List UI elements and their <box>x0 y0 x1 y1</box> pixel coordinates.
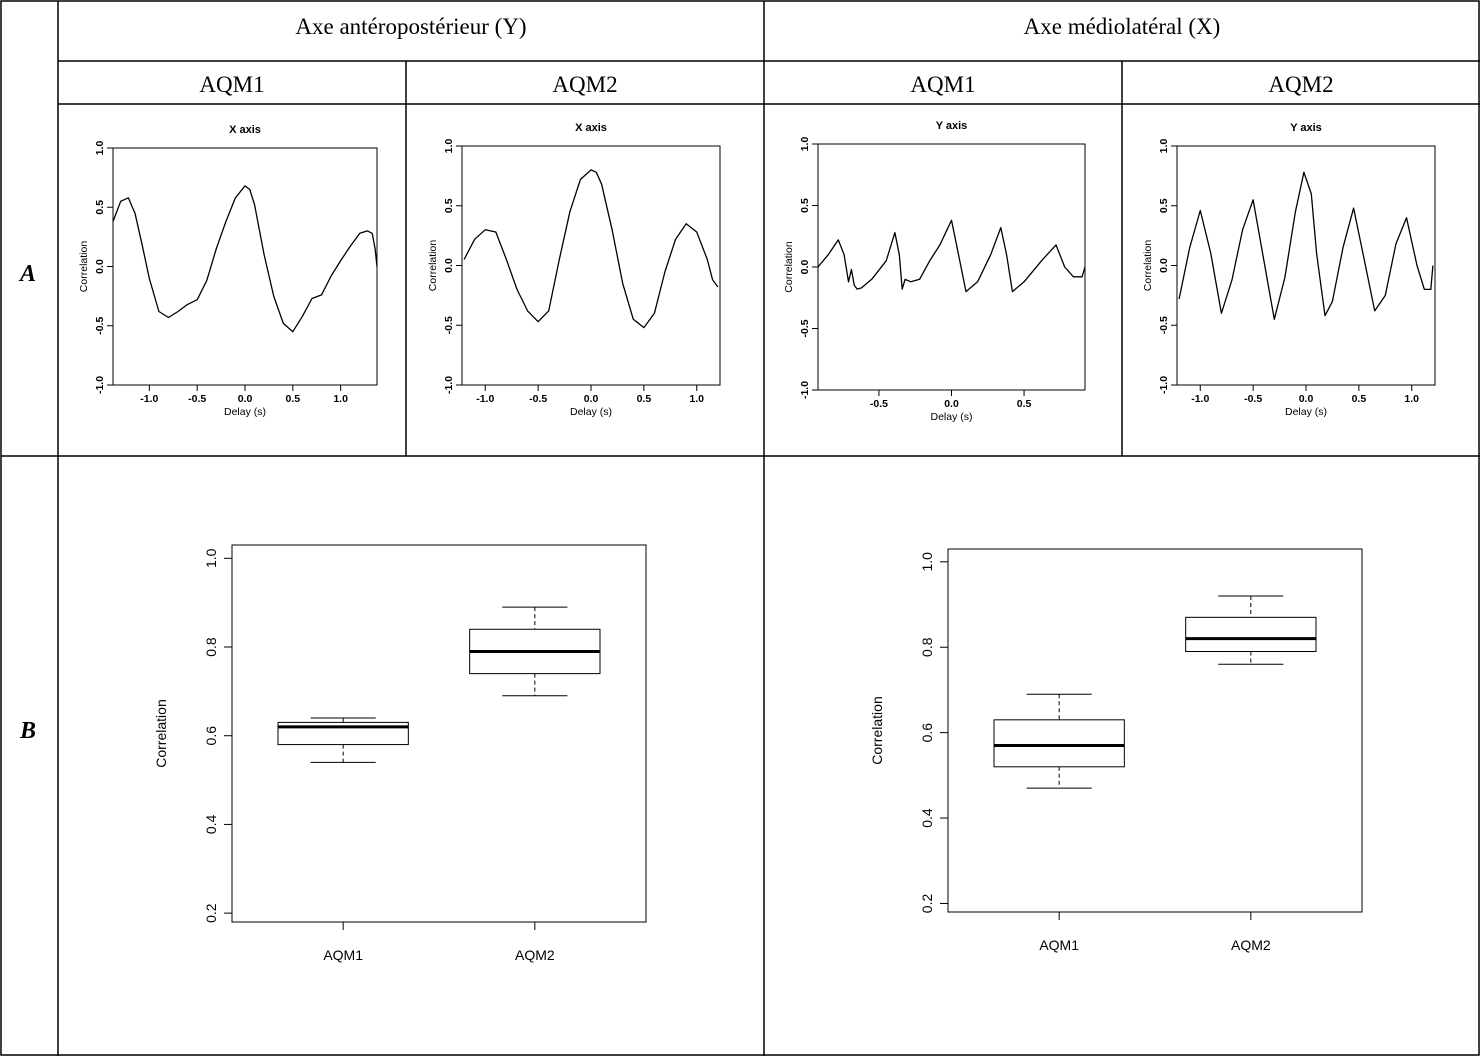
y-tick-label: -0.5 <box>1158 316 1170 334</box>
x-tick-label: 0.5 <box>637 393 652 405</box>
x-tick-label: -1.0 <box>140 393 158 405</box>
chart-title: Y axis <box>936 120 968 132</box>
y-tick-label: 1.0 <box>443 139 455 154</box>
category-label: AQM1 <box>323 947 363 963</box>
y-tick-label: 0.2 <box>919 894 935 914</box>
correlation-line <box>112 185 378 333</box>
y-tick-label: 0.4 <box>203 814 219 834</box>
subheader-aqm2-y: AQM2 <box>552 72 618 97</box>
y-tick-label: 1.0 <box>1158 139 1170 154</box>
y-tick-label: 0.0 <box>94 259 106 274</box>
y-tick-label: 0.6 <box>919 723 935 743</box>
chart-title: Y axis <box>1290 122 1322 134</box>
y-tick-label: 0.6 <box>203 726 219 746</box>
y-tick-label: 0.0 <box>1158 258 1170 273</box>
plot-frame <box>461 145 721 386</box>
x-tick-label: 0.0 <box>944 398 959 410</box>
x-axis-label: Delay (s) <box>570 406 612 418</box>
line-chart-1: X axis -1.0 -0.5 0.0 0.5 1.0 -1.0 -0.5 0.0 0.5 1.0… <box>78 124 378 418</box>
plot-frame <box>817 143 1086 391</box>
plot-frame <box>947 548 1363 913</box>
x-axis-label: Delay (s) <box>1285 406 1327 418</box>
y-tick-label: 0.8 <box>203 637 219 657</box>
y-tick-label: -1.0 <box>443 376 455 394</box>
y-tick-label: -1.0 <box>1158 376 1170 394</box>
x-axis-label: Delay (s) <box>930 411 972 423</box>
x-tick-label: -0.5 <box>188 393 206 405</box>
y-tick-label: -0.5 <box>94 317 106 335</box>
box-plot-2: 0.2 0.4 0.6 0.8 1.0 Correlation AQM1 AQM2 <box>869 548 1363 953</box>
category-label: AQM2 <box>1231 937 1271 953</box>
box-iqr <box>993 719 1125 768</box>
y-tick-label: 0.2 <box>203 903 219 923</box>
x-tick-label: 1.0 <box>1404 393 1419 405</box>
y-axis-label: Correlation <box>783 241 795 293</box>
subheader-aqm1-x: AQM1 <box>910 72 976 97</box>
x-tick-label: -1.0 <box>1191 393 1209 405</box>
line-chart-4: Y axis -1.0 -0.5 0.0 0.5 1.0 -1.0 -0.5 0.0 0.5 1.0… <box>1142 122 1436 418</box>
y-axis-label: Correlation <box>869 696 885 764</box>
header-anteroposterior: Axe antéropostérieur (Y) <box>295 14 527 39</box>
x-tick-label: 0.5 <box>1352 393 1367 405</box>
category-label: AQM1 <box>1039 937 1079 953</box>
line-chart-3: Y axis -0.5 0.0 0.5 -1.0 -0.5 0.0 0.5 1.0 Delay (… <box>783 120 1086 423</box>
y-axis-label: Correlation <box>427 240 439 292</box>
line-chart-2: X axis -1.0 -0.5 0.0 0.5 1.0 -1.0 -0.5 0.0 0.5 1.0… <box>427 122 721 418</box>
y-tick-label: 0.5 <box>443 198 455 213</box>
correlation-line <box>1178 171 1434 320</box>
correlation-line <box>817 219 1086 293</box>
x-tick-label: 0.5 <box>1017 398 1032 410</box>
y-tick-label: 1.0 <box>799 137 811 152</box>
header-mediolateral: Axe médiolatéral (X) <box>1023 14 1221 39</box>
subheader-aqm1-y: AQM1 <box>199 72 265 97</box>
category-label: AQM2 <box>515 947 555 963</box>
x-tick-label: 1.0 <box>689 393 704 405</box>
y-tick-label: 0.5 <box>1158 198 1170 213</box>
y-tick-label: 1.0 <box>919 552 935 572</box>
plot-frame <box>1176 145 1436 386</box>
box-plot-1: 0.2 0.4 0.6 0.8 1.0 Correlation AQM1 AQM2 <box>153 544 647 963</box>
x-tick-label: 0.0 <box>238 393 253 405</box>
y-tick-label: 0.4 <box>919 808 935 828</box>
y-tick-label: -0.5 <box>799 319 811 337</box>
y-tick-label: -0.5 <box>443 316 455 334</box>
y-tick-label: 1.0 <box>94 141 106 156</box>
x-tick-label: 0.0 <box>584 393 599 405</box>
y-tick-label: 0.0 <box>799 260 811 275</box>
y-tick-label: -1.0 <box>799 381 811 399</box>
correlation-line <box>463 169 719 329</box>
x-tick-label: 0.5 <box>286 393 301 405</box>
box-iqr <box>1185 616 1317 652</box>
x-tick-label: 0.0 <box>1299 393 1314 405</box>
y-tick-label: 0.0 <box>443 258 455 273</box>
subheader-aqm2-x: AQM2 <box>1268 72 1334 97</box>
y-tick-label: 0.8 <box>919 637 935 657</box>
y-tick-label: 1.0 <box>203 548 219 568</box>
row-label-b: B <box>20 718 37 744</box>
y-axis-label: Correlation <box>153 699 169 767</box>
y-tick-label: 0.5 <box>94 200 106 215</box>
x-tick-label: -0.5 <box>1244 393 1262 405</box>
chart-title: X axis <box>575 122 607 134</box>
plot-frame <box>231 544 647 923</box>
y-tick-label: -1.0 <box>94 376 106 394</box>
x-tick-label: 1.0 <box>333 393 348 405</box>
x-tick-label: -1.0 <box>476 393 494 405</box>
y-axis-label: Correlation <box>78 241 90 293</box>
x-tick-label: -0.5 <box>870 398 888 410</box>
row-label-a: A <box>20 261 37 287</box>
y-axis-label: Correlation <box>1142 240 1154 292</box>
x-axis-label: Delay (s) <box>224 406 266 418</box>
x-tick-label: -0.5 <box>529 393 547 405</box>
chart-title: X axis <box>229 124 261 136</box>
y-tick-label: 0.5 <box>799 198 811 213</box>
